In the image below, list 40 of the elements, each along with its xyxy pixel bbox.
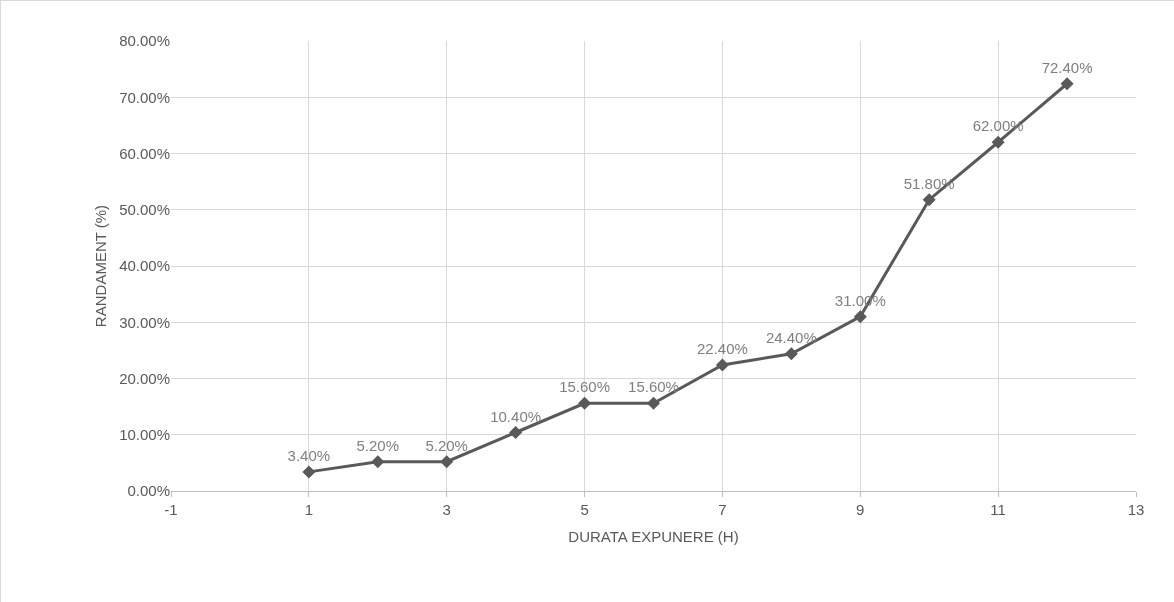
y-tick-label: 20.00%: [119, 369, 170, 387]
x-tick-label: 11: [990, 501, 1006, 518]
y-tick-label: 10.00%: [119, 426, 170, 443]
point: [440, 455, 454, 469]
point: [784, 347, 798, 361]
point: [578, 396, 592, 410]
point: [1060, 77, 1074, 91]
x-tick-label: -1: [164, 501, 178, 518]
y-tick-label: 60.00%: [119, 144, 170, 162]
x-tick-label: 9: [856, 501, 865, 518]
x-axis-title: DURATA EXPUNERE (H): [568, 528, 739, 545]
data-label: 10.40%: [490, 407, 542, 425]
x-tick-label: 3: [442, 501, 451, 518]
y-tick-label: 70.00%: [119, 88, 170, 106]
x-tick-label: 7: [718, 501, 727, 518]
y-tick-label: 0.00%: [127, 482, 170, 500]
point: [509, 426, 523, 439]
y-tick-label: 80.00%: [119, 32, 170, 50]
data-label: 15.60%: [628, 378, 679, 396]
point: [371, 455, 385, 469]
point: [922, 193, 936, 207]
data-label: 3.40%: [287, 446, 331, 464]
y-tick-label: 40.00%: [119, 257, 170, 275]
data-label: 72.40%: [1041, 58, 1093, 76]
x-tick-label: 1: [304, 501, 314, 518]
point: [853, 310, 867, 324]
y-tick-label: 30.00%: [119, 313, 170, 331]
data-label: 24.40%: [765, 328, 817, 346]
point: [647, 396, 660, 410]
data-label: 5.20%: [425, 436, 468, 454]
point: [991, 135, 1005, 149]
data-label: 15.60%: [559, 378, 611, 396]
y-tick-label: 50.00%: [119, 201, 170, 218]
x-tick-label: 5: [580, 501, 589, 518]
y-axis-title: RANDAMENT (%): [92, 204, 110, 328]
x-tick-label: 13: [1127, 501, 1145, 518]
point: [715, 358, 729, 372]
data-label: 5.20%: [356, 436, 400, 454]
data-label: 22.40%: [696, 340, 748, 357]
point: [302, 465, 316, 479]
